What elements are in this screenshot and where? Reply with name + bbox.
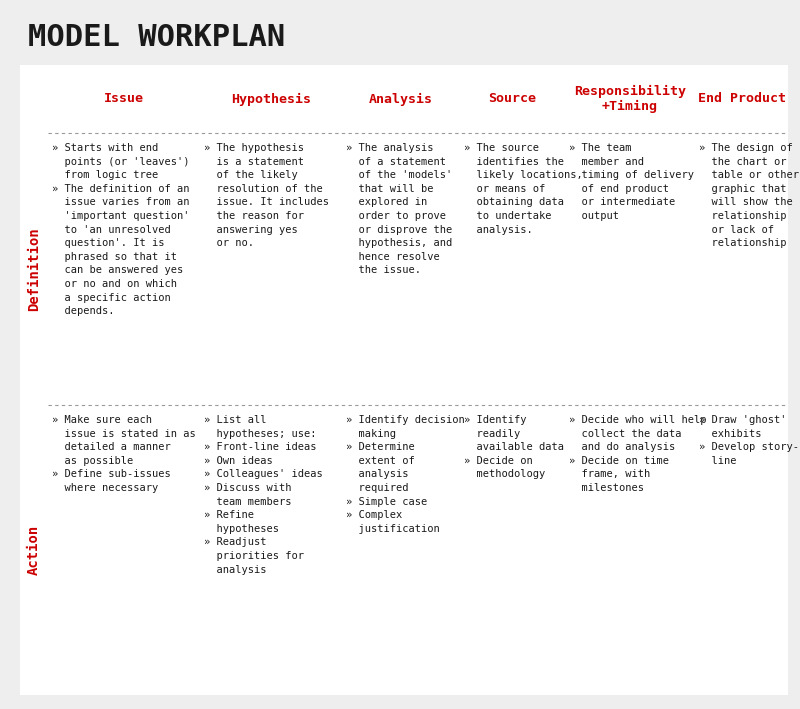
Text: » Identify decision
  making
» Determine
  extent of
  analysis
  required
» Sim: » Identify decision making » Determine e… (346, 415, 465, 534)
Text: MODEL WORKPLAN: MODEL WORKPLAN (28, 23, 286, 52)
Text: Action: Action (27, 525, 41, 575)
Text: Responsibility
+Timing: Responsibility +Timing (574, 85, 686, 113)
Bar (20, 65, 788, 133)
Text: End Product: End Product (698, 92, 786, 106)
Text: Analysis: Analysis (369, 92, 433, 106)
Text: » The analysis
  of a statement
  of the 'models'
  that will be
  explored in
 : » The analysis of a statement of the 'mo… (346, 143, 452, 275)
Text: » Starts with end
  points (or 'leaves')
  from logic tree
» The definition of a: » Starts with end points (or 'leaves') f… (52, 143, 190, 316)
Text: Source: Source (489, 92, 537, 106)
Bar (20, 65, 788, 695)
Text: » Decide who will help
  collect the data
  and do analysis
» Decide on time
  f: » Decide who will help collect the data … (569, 415, 706, 493)
Text: Definition: Definition (27, 227, 41, 311)
Text: » The source
  identifies the
  likely locations,
  or means of
  obtaining data: » The source identifies the likely locat… (464, 143, 582, 235)
Text: Hypothesis: Hypothesis (231, 92, 311, 106)
Text: » The hypothesis
  is a statement
  of the likely
  resolution of the
  issue. I: » The hypothesis is a statement of the l… (204, 143, 329, 248)
Text: » List all
  hypotheses; use:
» Front-line ideas
» Own ideas
» Colleagues' ideas: » List all hypotheses; use: » Front-line… (204, 415, 322, 574)
Text: » The design of
  the chart or
  table or other
  graphic that
  will show the
 : » The design of the chart or table or ot… (699, 143, 799, 248)
Text: » Draw 'ghost'
  exhibits
» Develop story-
  line: » Draw 'ghost' exhibits » Develop story-… (699, 415, 799, 466)
Text: » Make sure each
  issue is stated in as
  detailed a manner
  as possible
» Def: » Make sure each issue is stated in as d… (52, 415, 196, 493)
Text: » The team
  member and
  timing of delivery
  of end product
  or intermediate
: » The team member and timing of delivery… (569, 143, 694, 221)
Text: » Identify
  readily
  available data
» Decide on
  methodology: » Identify readily available data » Deci… (464, 415, 564, 479)
Text: Issue: Issue (104, 92, 144, 106)
